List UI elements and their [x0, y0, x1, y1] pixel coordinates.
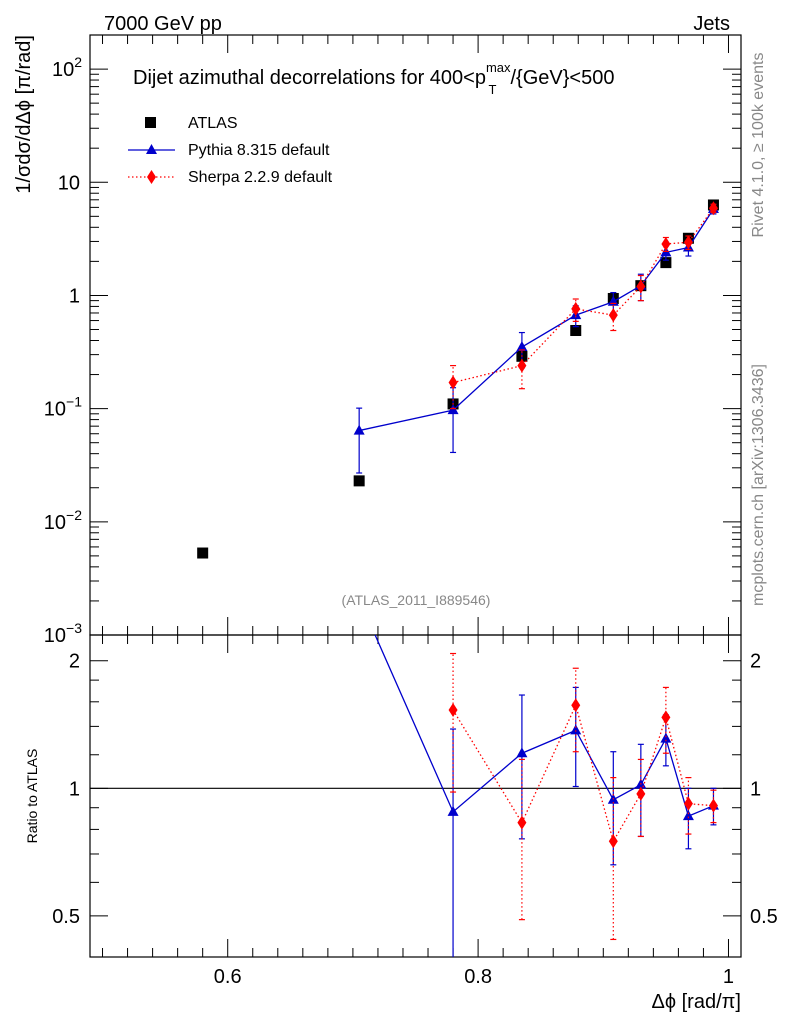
x-axis-label: Δϕ [rad/π] — [652, 991, 742, 1013]
y-axis-label: 1/σdσ/dΔϕ [π/rad] — [13, 35, 35, 194]
x-tick-label: 0.8 — [464, 966, 492, 988]
chart-title: Dijet azimuthal decorrelations for 400<p… — [133, 60, 614, 97]
ratio-point-2 — [571, 698, 581, 713]
data-point-2 — [571, 301, 581, 316]
legend-label-sherpa: Sherpa 2.2.9 default — [188, 169, 333, 186]
ratio-axes: 0.6 0.8 1 2 2 1 1 0.5 0.5 — [52, 635, 778, 988]
legend-label-pythia: Pythia 8.315 default — [188, 142, 330, 159]
legend-marker-atlas — [145, 117, 156, 128]
data-point-2 — [608, 308, 618, 323]
data-point-0 — [353, 475, 365, 487]
data-point-1 — [516, 341, 528, 352]
ratio-point-2 — [683, 796, 693, 811]
data-point-1 — [353, 424, 365, 435]
ratio-point-1 — [682, 810, 694, 821]
ratio-point-2 — [448, 703, 458, 718]
chart-title-sub: T — [489, 82, 497, 97]
series-line-2 — [452, 207, 714, 384]
ratio-axis-label: Ratio to ATLAS — [24, 749, 40, 844]
main-panel: 102 10 1 10−1 10−2 10−3 Dijet azimuthal decor… — [13, 34, 742, 647]
process-label: Jets — [693, 13, 730, 35]
energy-label: 7000 GeV pp — [104, 13, 222, 35]
data-point-2 — [661, 236, 671, 251]
chart-title-tail: /{GeV}<500 — [510, 67, 614, 89]
ratio-tick-label-right: 2 — [750, 651, 761, 673]
data-point-2 — [708, 201, 718, 216]
ratio-panel: 0.6 0.8 1 2 2 1 1 0.5 0.5 Ratio to ATLAS — [24, 634, 778, 988]
x-tick-label: 0.6 — [214, 966, 242, 988]
y-tick-label: 10−1 — [44, 394, 82, 421]
mcplots-label: mcplots.cern.ch [arXiv:1306.3436] — [750, 364, 767, 606]
main-series — [197, 199, 719, 559]
legend: ATLAS Pythia 8.315 default Sherpa 2.2.9 … — [128, 115, 333, 186]
rivet-label: Rivet 4.1.0, ≥ 100k events — [750, 53, 767, 238]
data-point-2 — [683, 235, 693, 250]
data-point-2 — [517, 358, 527, 373]
ratio-point-1 — [516, 747, 528, 758]
data-point-0 — [570, 325, 582, 337]
ratio-tick-label-right: 0.5 — [750, 906, 778, 928]
y-tick-label: 10−2 — [44, 507, 82, 534]
analysis-label: (ATLAS_2011_I889546) — [342, 592, 491, 608]
ratio-point-1 — [570, 724, 582, 735]
legend-label-atlas: ATLAS — [188, 115, 238, 132]
legend-marker-sherpa — [147, 170, 156, 184]
ratio-point-2 — [608, 834, 618, 849]
ratio-point-2 — [708, 798, 718, 813]
chart-title-sup: max — [486, 60, 511, 75]
ratio-line-2 — [452, 703, 714, 843]
y-tick-label: 1 — [69, 285, 80, 307]
legend-marker-pythia — [146, 144, 157, 154]
ratio-tick-label: 1 — [69, 778, 80, 800]
data-point-2 — [636, 279, 646, 294]
data-point-0 — [660, 257, 672, 269]
ratio-tick-label-right: 1 — [750, 778, 761, 800]
y-tick-label: 10−3 — [44, 620, 82, 647]
ratio-point-1 — [447, 805, 459, 816]
ratio-tick-label: 2 — [69, 651, 80, 673]
x-tick-label: 1 — [723, 966, 734, 988]
ratio-frame — [89, 634, 742, 958]
ratio-point-1 — [660, 732, 672, 743]
data-point-0 — [197, 547, 209, 559]
chart-title-main: Dijet azimuthal decorrelations for 400<p — [133, 67, 486, 89]
ratio-tick-label: 0.5 — [52, 906, 80, 928]
ratio-series — [374, 634, 719, 957]
ratio-point-2 — [636, 786, 646, 801]
ratio-point-2 — [517, 815, 527, 830]
series-line-1 — [359, 208, 715, 432]
y-tick-label: 10 — [58, 172, 80, 194]
ratio-point-2 — [661, 710, 671, 725]
data-point-2 — [448, 375, 458, 390]
y-tick-label: 102 — [52, 54, 82, 81]
main-axes: 102 10 1 10−1 10−2 10−3 — [44, 34, 741, 647]
